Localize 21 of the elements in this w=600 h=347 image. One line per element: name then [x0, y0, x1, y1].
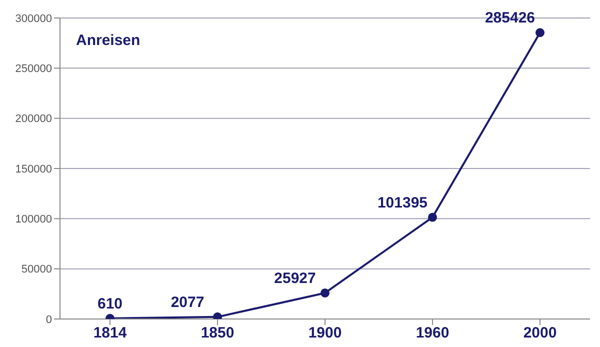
- y-tick-label: 100000: [15, 214, 52, 226]
- data-label: 25927: [274, 270, 316, 287]
- point: [536, 28, 544, 38]
- data-label: 610: [97, 295, 123, 312]
- y-tick-label: 300000: [15, 12, 52, 25]
- data-label: 2077: [170, 294, 204, 311]
- y-tick-label: 200000: [15, 113, 52, 126]
- x-tick-label: 1900: [308, 324, 342, 342]
- x-tick-label: 2000: [523, 324, 557, 342]
- y-tick-label: 50000: [21, 264, 52, 276]
- data-label: 285426: [484, 10, 536, 27]
- y-tick-label: 250000: [15, 63, 52, 76]
- y-tick-label: 150000: [15, 163, 52, 176]
- point: [428, 212, 437, 222]
- x-tick-label: 1814: [93, 324, 128, 342]
- data-label: 101395: [377, 194, 428, 212]
- text: Anreisen: [76, 32, 140, 49]
- point: [320, 288, 330, 298]
- y-tick-label: 0: [46, 314, 52, 326]
- x-tick-label: 1960: [416, 324, 450, 342]
- x-tick-label: 1850: [200, 324, 234, 342]
